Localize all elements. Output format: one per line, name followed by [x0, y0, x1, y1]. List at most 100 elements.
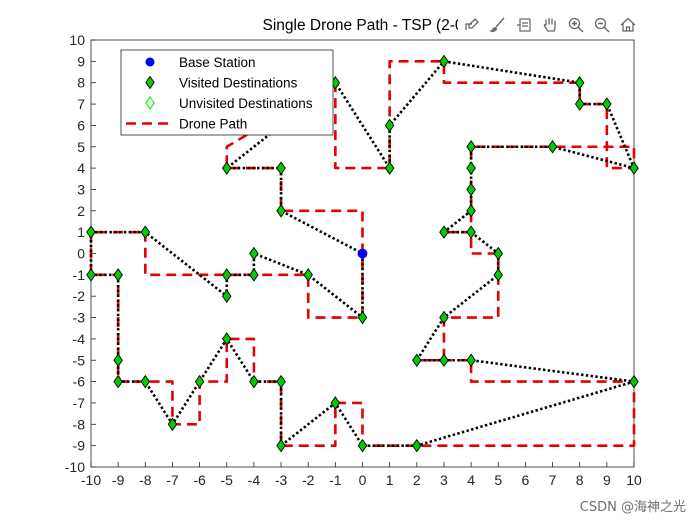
visited-destination-marker — [276, 374, 286, 389]
export-button[interactable] — [460, 14, 484, 36]
visited-destination-marker — [276, 161, 286, 175]
x-tick-label: -1 — [329, 472, 342, 488]
visited-destination-marker — [113, 268, 123, 282]
y-tick-label: -9 — [73, 438, 86, 454]
visited-destination-marker — [276, 438, 286, 453]
x-tick-label: 1 — [386, 472, 394, 488]
pan-hand-icon — [543, 17, 556, 32]
visited-destination-marker — [629, 161, 639, 175]
y-tick-label: 6 — [77, 117, 85, 133]
y-tick-label: 10 — [69, 32, 85, 48]
legend-unvisited-marker — [145, 96, 155, 110]
visited-destination-marker — [384, 161, 395, 175]
visited-destination-marker — [249, 246, 259, 261]
y-tick-label: -8 — [73, 416, 86, 432]
visited-destination-marker — [439, 225, 449, 239]
axes-toolbar — [458, 14, 642, 36]
visited-destination-marker — [466, 182, 476, 197]
x-tick-label: 8 — [576, 472, 584, 488]
visited-destination-marker — [439, 54, 449, 69]
visited-destination-marker — [140, 225, 151, 239]
visited-destination-marker — [222, 332, 232, 346]
visited-destination-marker — [439, 353, 449, 368]
x-tick-label: -3 — [275, 472, 288, 488]
home-icon — [620, 17, 636, 32]
zoom-out-button[interactable] — [590, 14, 614, 36]
y-tick-label: -3 — [73, 310, 86, 326]
visited-destination-marker — [167, 417, 178, 432]
legend-label: Unvisited Destinations — [179, 96, 313, 111]
zoom-out-icon — [594, 17, 610, 33]
y-tick-label: -10 — [65, 459, 85, 475]
visited-destination-marker — [276, 204, 286, 218]
visited-destination-marker — [629, 374, 639, 389]
y-tick-label: 1 — [77, 224, 85, 240]
visited-destination-marker — [249, 374, 259, 389]
visited-destination-marker — [493, 246, 503, 261]
y-tick-label: 4 — [77, 160, 85, 176]
x-tick-label: -7 — [166, 472, 179, 488]
visited-destination-marker — [466, 204, 476, 218]
legend-box — [120, 49, 334, 136]
y-tick-label: 9 — [77, 53, 85, 69]
brush-button[interactable] — [486, 14, 510, 36]
visited-destination-marker — [86, 225, 96, 239]
visited-destination-marker — [466, 161, 476, 175]
visited-destination-marker — [384, 118, 395, 133]
y-tick-label: -6 — [73, 374, 86, 390]
visited-destination-marker — [222, 268, 232, 282]
y-tick-label: 8 — [77, 75, 85, 91]
x-tick-label: -5 — [221, 472, 234, 488]
x-tick-label: 7 — [549, 472, 557, 488]
visited-destination-marker — [412, 353, 422, 368]
visited-destination-marker — [574, 75, 585, 90]
legend-label: Drone Path — [179, 117, 247, 132]
visited-destination-marker — [493, 268, 503, 282]
y-tick-label: -2 — [73, 288, 86, 304]
visited-destination-marker — [357, 310, 368, 325]
y-tick-label: -1 — [73, 267, 86, 283]
legend-visited-marker — [145, 75, 155, 90]
visited-destination-marker — [602, 97, 612, 111]
visited-destination-marker — [547, 139, 558, 154]
datatip-icon — [517, 18, 531, 32]
y-tick-label: -5 — [73, 352, 86, 368]
x-tick-label: -10 — [81, 472, 101, 488]
x-tick-label: -9 — [112, 472, 125, 488]
x-tick-label: 3 — [440, 472, 448, 488]
home-button[interactable] — [616, 14, 640, 36]
legend-base-station-marker — [145, 57, 155, 67]
export-icon — [465, 18, 479, 30]
y-tick-label: -4 — [73, 331, 86, 347]
x-tick-label: 0 — [359, 472, 367, 488]
x-tick-label: 9 — [603, 472, 611, 488]
destination-markers — [86, 54, 639, 453]
visited-destination-marker — [222, 161, 232, 175]
pan-button[interactable] — [538, 14, 562, 36]
x-tick-label: 10 — [626, 472, 642, 488]
datatip-button[interactable] — [512, 14, 536, 36]
x-tick-label: 6 — [522, 472, 530, 488]
y-tick-label: 2 — [77, 203, 85, 219]
visited-destination-marker — [412, 438, 422, 453]
visited-destination-marker — [466, 225, 476, 239]
axis-ticks: -10 -9 -8 -7 -6 -5 -4 -3 -2 -1 0 1 2 3 4 5 6 7 8 9 10-10-9-8… — [65, 32, 642, 488]
visited-destination-marker — [249, 268, 259, 282]
x-tick-label: 5 — [494, 472, 502, 488]
x-tick-label: 4 — [467, 472, 475, 488]
zoom-in-button[interactable] — [564, 14, 588, 36]
x-tick-label: -2 — [302, 472, 315, 488]
x-tick-label: 2 — [413, 472, 421, 488]
visited-destination-marker — [330, 396, 341, 410]
legend: Base Station Visited Destinations Unvisite… — [120, 49, 334, 136]
visited-destination-marker — [357, 438, 368, 453]
x-tick-label: -8 — [139, 472, 152, 488]
zoom-in-icon — [568, 17, 584, 33]
visited-destination-marker — [194, 374, 205, 389]
visited-destination-marker — [113, 353, 123, 368]
visited-destination-marker — [140, 374, 151, 389]
visited-destination-marker — [303, 268, 313, 282]
visited-destination-marker — [86, 268, 96, 282]
visited-destination-marker — [222, 289, 232, 303]
